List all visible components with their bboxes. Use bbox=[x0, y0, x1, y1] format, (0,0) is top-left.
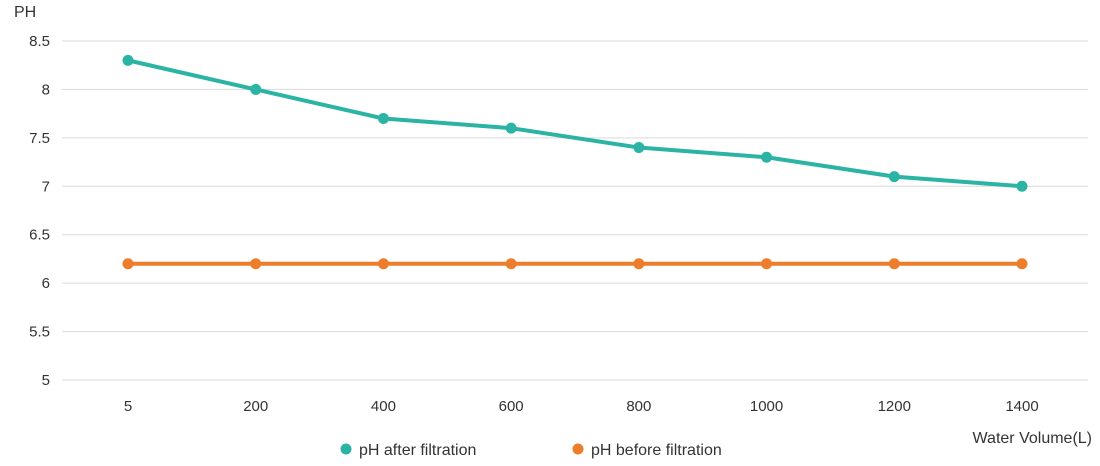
x-tick-label: 200 bbox=[243, 398, 268, 415]
data-point bbox=[633, 142, 645, 154]
y-tick-label: 6 bbox=[42, 275, 50, 292]
series-line bbox=[126, 58, 1024, 189]
y-tick-label: 7 bbox=[42, 178, 50, 195]
x-tick-label: 1000 bbox=[750, 398, 783, 415]
legend: pH after filtration pH before filtration bbox=[340, 442, 722, 459]
y-tick-label: 8 bbox=[42, 81, 50, 98]
x-tick-label: 600 bbox=[499, 398, 524, 415]
y-tick-label: 5.5 bbox=[29, 324, 50, 341]
y-axis-title: PH bbox=[14, 4, 36, 21]
data-point bbox=[1016, 258, 1028, 270]
y-tick-label: 7.5 bbox=[29, 130, 50, 147]
series-group bbox=[122, 54, 1028, 270]
data-point bbox=[761, 258, 773, 270]
y-tick-label: 6.5 bbox=[29, 227, 50, 244]
x-tick-label: 1200 bbox=[878, 398, 911, 415]
data-point bbox=[122, 54, 134, 66]
data-point bbox=[122, 258, 134, 270]
data-point bbox=[633, 258, 645, 270]
data-point bbox=[377, 112, 389, 124]
x-tick-label: 400 bbox=[371, 398, 396, 415]
x-axis-title: Water Volume(L) bbox=[973, 430, 1092, 447]
x-tick-label: 1400 bbox=[1005, 398, 1038, 415]
data-point bbox=[1016, 180, 1028, 192]
legend-label: pH before filtration bbox=[591, 442, 722, 459]
data-point bbox=[377, 258, 389, 270]
legend-marker bbox=[572, 443, 584, 455]
legend-label: pH after filtration bbox=[359, 442, 476, 459]
data-point bbox=[888, 258, 900, 270]
data-point bbox=[505, 258, 517, 270]
x-tick-label: 800 bbox=[626, 398, 651, 415]
data-point bbox=[761, 151, 773, 163]
data-point bbox=[888, 171, 900, 183]
y-tick-label: 5 bbox=[42, 372, 50, 389]
gridlines bbox=[62, 40, 1088, 381]
data-point bbox=[250, 258, 262, 270]
x-tick-labels: 5 200 400 600 800 1000 1200 1400 bbox=[124, 398, 1039, 415]
x-tick-label: 5 bbox=[124, 398, 132, 415]
legend-marker bbox=[340, 443, 352, 455]
data-point bbox=[250, 83, 262, 95]
data-point bbox=[505, 122, 517, 134]
y-tick-labels: 5 5.5 6 6.5 7 7.5 8 8.5 bbox=[29, 33, 50, 389]
y-tick-label: 8.5 bbox=[29, 33, 50, 50]
